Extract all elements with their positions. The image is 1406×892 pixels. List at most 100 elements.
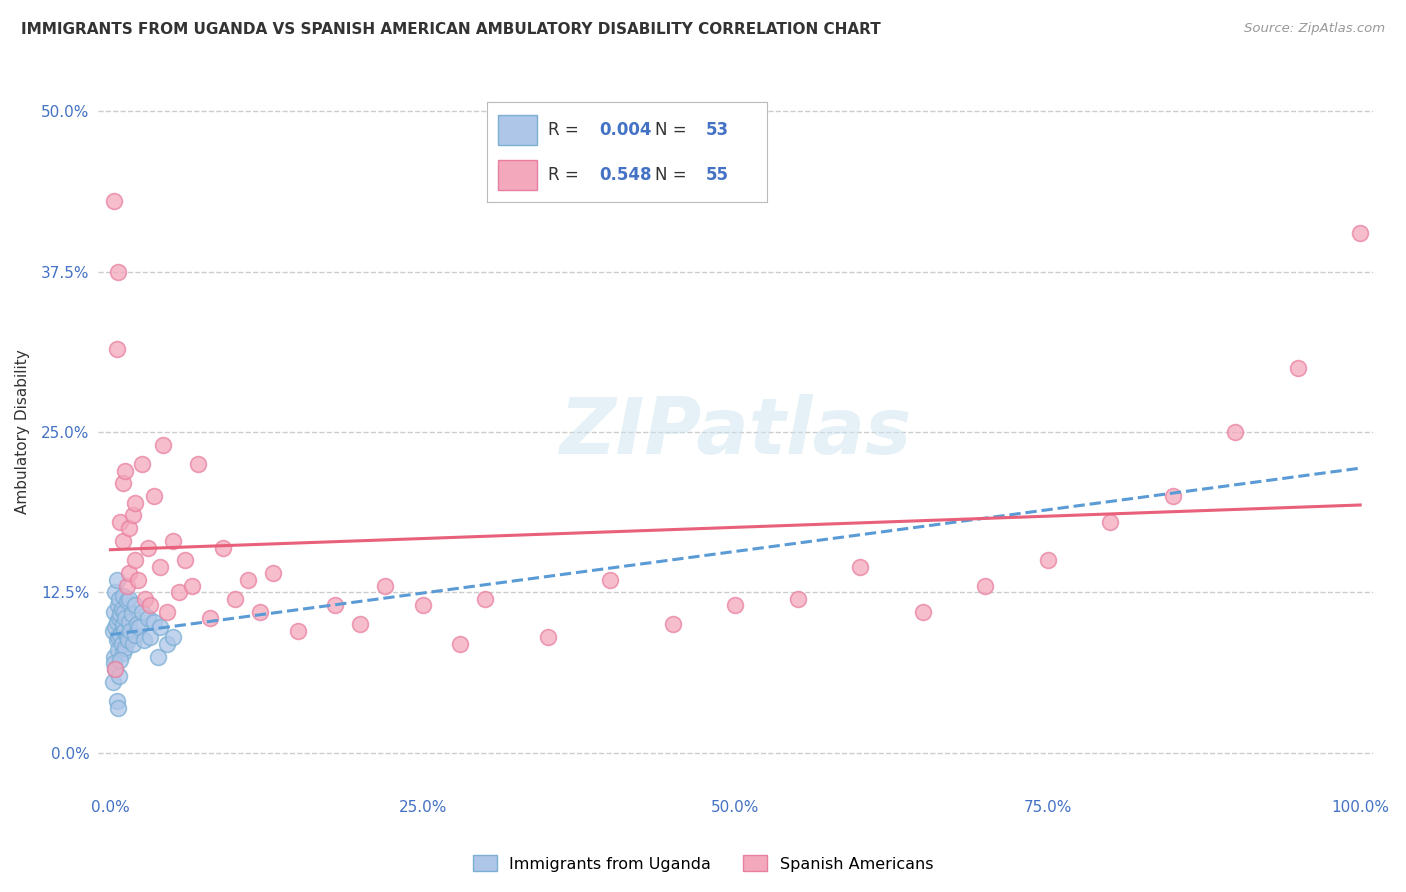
Point bbox=[110, 628, 132, 642]
Point bbox=[537, 630, 560, 644]
Point bbox=[108, 611, 131, 625]
Point bbox=[103, 605, 125, 619]
Point bbox=[107, 630, 129, 644]
Point bbox=[724, 599, 747, 613]
Point bbox=[180, 579, 202, 593]
Point bbox=[325, 599, 347, 613]
Point bbox=[111, 620, 134, 634]
Point bbox=[118, 615, 141, 629]
Point bbox=[974, 579, 997, 593]
Point bbox=[131, 605, 153, 619]
Point bbox=[174, 553, 197, 567]
Point bbox=[127, 573, 149, 587]
Point bbox=[107, 643, 129, 657]
Point bbox=[111, 589, 134, 603]
Point bbox=[118, 591, 141, 606]
Point bbox=[125, 617, 148, 632]
Point bbox=[136, 541, 159, 555]
Point bbox=[143, 615, 166, 629]
Point bbox=[786, 591, 808, 606]
Point bbox=[136, 611, 159, 625]
Point bbox=[149, 620, 172, 634]
Point bbox=[122, 637, 145, 651]
Point bbox=[121, 607, 143, 622]
Point bbox=[111, 637, 134, 651]
Point bbox=[374, 579, 396, 593]
Point bbox=[124, 553, 146, 567]
Text: ZIPatlas: ZIPatlas bbox=[560, 394, 911, 470]
Point bbox=[224, 591, 246, 606]
Point bbox=[114, 611, 136, 625]
Point bbox=[134, 591, 156, 606]
Text: IMMIGRANTS FROM UGANDA VS SPANISH AMERICAN AMBULATORY DISABILITY CORRELATION CHA: IMMIGRANTS FROM UGANDA VS SPANISH AMERIC… bbox=[21, 22, 880, 37]
Point bbox=[449, 637, 471, 651]
Point bbox=[107, 599, 129, 613]
Point bbox=[262, 566, 284, 581]
Point bbox=[105, 632, 128, 647]
Point bbox=[139, 630, 162, 644]
Point bbox=[599, 573, 621, 587]
Point bbox=[111, 617, 134, 632]
Point bbox=[107, 701, 129, 715]
Point bbox=[134, 632, 156, 647]
Point bbox=[1225, 425, 1247, 439]
Point bbox=[111, 646, 134, 660]
Text: Source: ZipAtlas.com: Source: ZipAtlas.com bbox=[1244, 22, 1385, 36]
Point bbox=[156, 637, 179, 651]
Point bbox=[143, 489, 166, 503]
Point bbox=[124, 599, 146, 613]
Point bbox=[249, 605, 271, 619]
Point bbox=[108, 669, 131, 683]
Point bbox=[1286, 361, 1309, 376]
Point bbox=[131, 457, 153, 471]
Point bbox=[117, 632, 139, 647]
Point bbox=[236, 573, 259, 587]
Point bbox=[108, 591, 131, 606]
Point bbox=[101, 624, 124, 638]
Point bbox=[114, 464, 136, 478]
Point bbox=[114, 640, 136, 655]
Point bbox=[162, 630, 184, 644]
Point bbox=[118, 521, 141, 535]
Y-axis label: Ambulatory Disability: Ambulatory Disability bbox=[15, 350, 30, 515]
Point bbox=[156, 605, 179, 619]
Point bbox=[111, 476, 134, 491]
Point bbox=[162, 534, 184, 549]
Point bbox=[104, 662, 127, 676]
Point bbox=[212, 541, 235, 555]
Point bbox=[1348, 227, 1371, 241]
Point bbox=[104, 662, 127, 676]
Point bbox=[110, 515, 132, 529]
Point bbox=[167, 585, 190, 599]
Point bbox=[474, 591, 496, 606]
Point bbox=[1099, 515, 1122, 529]
Point bbox=[105, 615, 128, 629]
Point bbox=[146, 649, 169, 664]
Point bbox=[110, 607, 132, 622]
Point bbox=[128, 620, 150, 634]
Point bbox=[101, 675, 124, 690]
Point bbox=[105, 694, 128, 708]
Point bbox=[112, 624, 135, 638]
Point bbox=[149, 559, 172, 574]
Point bbox=[911, 605, 934, 619]
Point bbox=[124, 628, 146, 642]
Point bbox=[103, 649, 125, 664]
Point bbox=[120, 624, 142, 638]
Point bbox=[104, 620, 127, 634]
Point bbox=[662, 617, 685, 632]
Point bbox=[849, 559, 872, 574]
Point bbox=[112, 605, 135, 619]
Point bbox=[412, 599, 434, 613]
Point bbox=[187, 457, 209, 471]
Point bbox=[122, 508, 145, 523]
Point bbox=[200, 611, 222, 625]
Point bbox=[103, 656, 125, 670]
Point bbox=[104, 585, 127, 599]
Point bbox=[111, 534, 134, 549]
Point bbox=[139, 599, 162, 613]
Point bbox=[111, 602, 134, 616]
Point bbox=[105, 573, 128, 587]
Legend: Immigrants from Uganda, Spanish Americans: Immigrants from Uganda, Spanish American… bbox=[464, 847, 942, 880]
Point bbox=[349, 617, 371, 632]
